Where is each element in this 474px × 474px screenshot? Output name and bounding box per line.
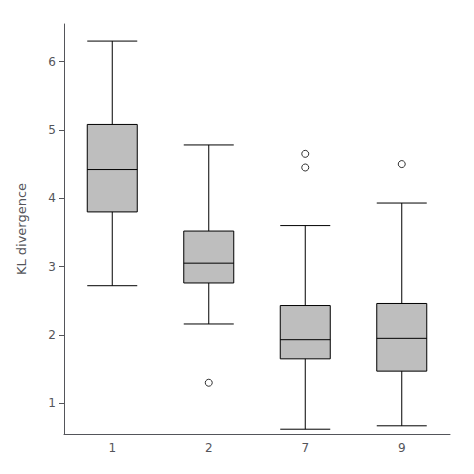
svg-text:3: 3 bbox=[48, 260, 56, 274]
svg-text:5: 5 bbox=[48, 123, 56, 137]
svg-text:6: 6 bbox=[48, 55, 56, 69]
svg-text:9: 9 bbox=[398, 441, 406, 455]
svg-text:7: 7 bbox=[301, 441, 309, 455]
svg-text:2: 2 bbox=[48, 328, 56, 342]
svg-text:2: 2 bbox=[205, 441, 213, 455]
svg-text:4: 4 bbox=[48, 191, 56, 205]
svg-text:1: 1 bbox=[108, 441, 116, 455]
svg-text:KL divergence: KL divergence bbox=[14, 183, 29, 275]
svg-text:1: 1 bbox=[48, 396, 56, 410]
